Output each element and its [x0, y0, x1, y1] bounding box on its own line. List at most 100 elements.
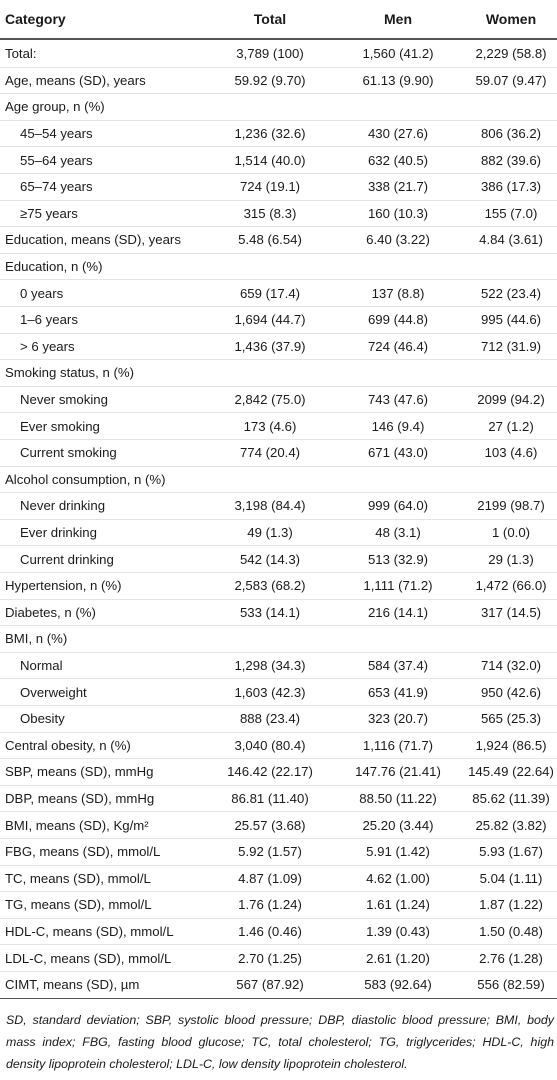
table-row: FBG, means (SD), mmol/L 5.92 (1.57) 5.91 (… — [0, 839, 557, 866]
table-row: Total: 3,789 (100) 1,560 (41.2) 2,229 (58.8… — [0, 41, 557, 68]
cell-label: Age group, n (%) — [5, 99, 105, 115]
cell-label: Hypertension, n (%) — [5, 578, 122, 594]
cell-label: Smoking status, n (%) — [5, 365, 134, 381]
cell-value: 542 (14.3) — [239, 551, 301, 567]
table-row: Obesity 888 (23.4) 323 (20.7) 565 (25.3) — [0, 706, 557, 733]
cell-value: 513 (32.9) — [367, 551, 429, 567]
cell-label: Alcohol consumption, n (%) — [5, 471, 166, 487]
cell-value: 147.76 (21.41) — [355, 764, 441, 780]
table-row: Education, means (SD), years 5.48 (6.54) 6… — [0, 227, 557, 254]
table-row: Smoking status, n (%) — [0, 360, 557, 387]
table-row: 55–64 years 1,514 (40.0) 632 (40.5) 882 (39… — [0, 147, 557, 174]
cell-value: 430 (27.6) — [367, 126, 429, 142]
cell-value: 882 (39.6) — [480, 152, 542, 168]
cell-label: Diabetes, n (%) — [5, 604, 96, 620]
cell-value: 584 (37.4) — [367, 658, 429, 674]
cell-value: 2099 (94.2) — [477, 392, 545, 408]
cell-label: 1–6 years — [20, 312, 78, 328]
cell-value: 1,111 (71.2) — [363, 578, 433, 594]
table-row: Alcohol consumption, n (%) — [0, 467, 557, 494]
cell-label: Current drinking — [20, 551, 114, 567]
cell-value: 583 (92.64) — [364, 977, 432, 993]
cell-value: 724 (19.1) — [239, 179, 301, 195]
cell-value: 1 (0.0) — [491, 525, 531, 541]
cell-value: 146 (9.4) — [371, 418, 425, 434]
table-row: 1–6 years 1,694 (44.7) 699 (44.8) 995 (44.6… — [0, 307, 557, 334]
footnote: SD, standard deviation; SBP, systolic bl… — [6, 1012, 554, 1071]
cell-label: 0 years — [20, 285, 64, 301]
cell-value: 27 (1.2) — [488, 418, 534, 434]
cell-value: 2.76 (1.28) — [479, 950, 543, 966]
cell-label: Never smoking — [20, 392, 108, 408]
cell-label: > 6 years — [20, 338, 75, 354]
table-row: 45–54 years 1,236 (32.6) 430 (27.6) 806 (36… — [0, 121, 557, 148]
cell-value: 1.39 (0.43) — [366, 924, 430, 940]
table-row: Ever drinking 49 (1.3) 48 (3.1) 1 (0.0) — [0, 520, 557, 547]
cell-label: FBG, means (SD), mmol/L — [5, 844, 161, 860]
cell-value: 2.70 (1.25) — [238, 950, 302, 966]
cell-value: 25.20 (3.44) — [362, 817, 434, 833]
cell-value: 4.87 (1.09) — [238, 870, 302, 886]
cell-value: 995 (44.6) — [480, 312, 542, 328]
cell-value: 103 (4.6) — [484, 445, 538, 461]
cell-value: 999 (64.0) — [367, 498, 429, 514]
cell-value: 29 (1.3) — [488, 551, 534, 567]
cell-value: 3,040 (80.4) — [234, 737, 306, 753]
cell-value: 1,514 (40.0) — [234, 152, 306, 168]
cell-label: Never drinking — [20, 498, 106, 514]
cell-value: 522 (23.4) — [480, 285, 542, 301]
cell-label: Current smoking — [20, 445, 117, 461]
cell-label: Ever smoking — [20, 418, 100, 434]
cell-value: 1,924 (86.5) — [475, 737, 547, 753]
cell-value: 2199 (98.7) — [477, 498, 545, 514]
cell-value: 6.40 (3.22) — [366, 232, 430, 248]
cell-value: 216 (14.1) — [367, 604, 429, 620]
cell-value: 2,229 (58.8) — [475, 46, 547, 62]
cell-value: 146.42 (22.17) — [227, 764, 313, 780]
cell-value: 1,236 (32.6) — [234, 126, 306, 142]
cell-value: 671 (43.0) — [367, 445, 429, 461]
cell-value: 25.57 (3.68) — [234, 817, 306, 833]
cell-value: Women — [485, 11, 537, 27]
cell-value: Total — [253, 11, 287, 27]
cell-label: Obesity — [20, 711, 65, 727]
table-row: CIMT, means (SD), µm 567 (87.92) 583 (92.6… — [0, 972, 557, 999]
table-row: HDL-C, means (SD), mmol/L 1.46 (0.46) 1.39… — [0, 919, 557, 946]
table-row: Current smoking 774 (20.4) 671 (43.0) 103 (… — [0, 440, 557, 467]
cell-value: 137 (8.8) — [371, 285, 425, 301]
cell-label: BMI, n (%) — [5, 631, 68, 647]
table-row: TG, means (SD), mmol/L 1.76 (1.24) 1.61 (1… — [0, 892, 557, 919]
table-row: BMI, n (%) — [0, 626, 557, 653]
table-row: 0 years 659 (17.4) 137 (8.8) 522 (23.4) — [0, 280, 557, 307]
table-row: 65–74 years 724 (19.1) 338 (21.7) 386 (17.3… — [0, 174, 557, 201]
cell-value: 2,842 (75.0) — [234, 392, 306, 408]
cell-value: 1.61 (1.24) — [366, 897, 430, 913]
cell-value: 2,583 (68.2) — [234, 578, 306, 594]
cell-value: 386 (17.3) — [480, 179, 542, 195]
cell-value: 888 (23.4) — [239, 711, 301, 727]
cell-value: 1,116 (71.7) — [362, 737, 434, 753]
cell-value: 724 (46.4) — [367, 338, 429, 354]
cell-value: 632 (40.5) — [367, 152, 429, 168]
cell-label: Age, means (SD), years — [5, 72, 146, 88]
cell-value: 1,694 (44.7) — [234, 312, 306, 328]
cell-label: ≥75 years — [20, 205, 78, 221]
cell-value: 743 (47.6) — [367, 392, 429, 408]
cell-label: Ever drinking — [20, 525, 97, 541]
table-row: Normal 1,298 (34.3) 584 (37.4) 714 (32.0) — [0, 653, 557, 680]
table-row: Age, means (SD), years 59.92 (9.70) 61.13 … — [0, 68, 557, 95]
table-row: Ever smoking 173 (4.6) 146 (9.4) 27 (1.2) — [0, 413, 557, 440]
cell-label: SBP, means (SD), mmHg — [5, 764, 154, 780]
table-row: TC, means (SD), mmol/L 4.87 (1.09) 4.62 (1… — [0, 866, 557, 893]
cell-value: 48 (3.1) — [375, 525, 421, 541]
cell-label: DBP, means (SD), mmHg — [5, 791, 155, 807]
table-row: Never smoking 2,842 (75.0) 743 (47.6) 2099 … — [0, 387, 557, 414]
cell-label: 65–74 years — [20, 179, 93, 195]
cell-label: TG, means (SD), mmol/L — [5, 897, 152, 913]
cell-value: 5.48 (6.54) — [238, 232, 302, 248]
cell-value: 323 (20.7) — [367, 711, 429, 727]
cell-value: 315 (8.3) — [243, 205, 297, 221]
cell-value: 49 (1.3) — [247, 525, 293, 541]
cell-value: 25.82 (3.82) — [475, 817, 547, 833]
